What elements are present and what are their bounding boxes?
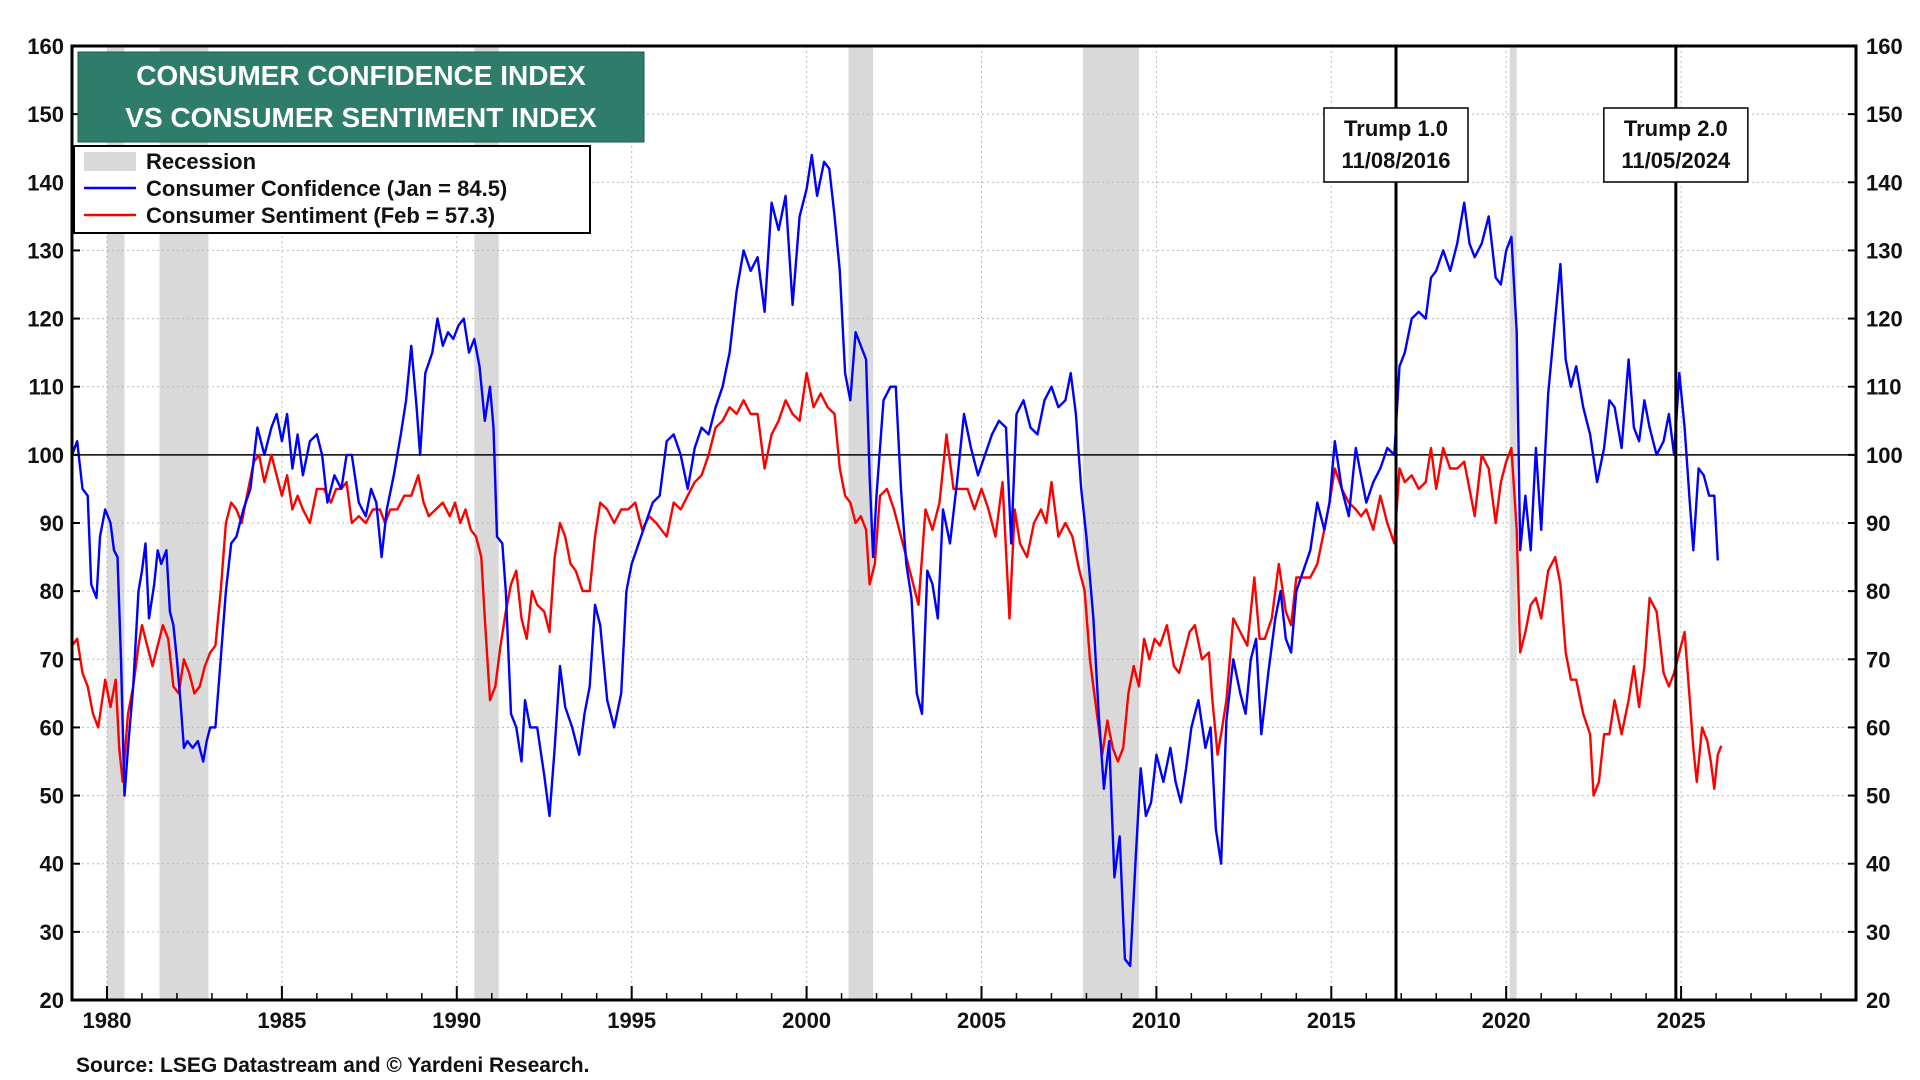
annotation-1-line-1: Trump 1.0 (1344, 116, 1448, 141)
y-tick-label-right-60: 60 (1866, 715, 1890, 740)
y-tick-label-right-130: 130 (1866, 238, 1903, 263)
y-tick-label-right-160: 160 (1866, 34, 1903, 59)
y-tick-label-left-20: 20 (40, 988, 64, 1013)
y-tick-label-right-90: 90 (1866, 511, 1890, 536)
y-tick-label-right-30: 30 (1866, 920, 1890, 945)
source-note: Source: LSEG Datastream and © Yardeni Re… (76, 1054, 589, 1077)
annotation-2-line-2: 11/05/2024 (1621, 148, 1731, 173)
annotation-box-2 (1603, 107, 1749, 183)
y-tick-label-right-20: 20 (1866, 988, 1890, 1013)
y-tick-label-left-100: 100 (27, 443, 64, 468)
legend: Recession Consumer Confidence (Jan = 84.… (73, 145, 591, 234)
y-tick-label-left-160: 160 (27, 34, 64, 59)
x-tick-label-1985: 1985 (257, 1008, 306, 1033)
y-tick-label-left-50: 50 (40, 784, 64, 809)
y-tick-label-right-50: 50 (1866, 784, 1890, 809)
x-axis: 1980 1985 1990 1995 2000 2005 2010 2015 2020 2025 (71, 986, 1857, 1033)
y-tick-label-right-70: 70 (1866, 647, 1890, 672)
y-tick-label-left-140: 140 (27, 170, 64, 195)
y-tick-label-right-150: 150 (1866, 102, 1903, 127)
y-tick-label-right-40: 40 (1866, 852, 1890, 877)
annotation-box-1 (1323, 107, 1469, 183)
y-tick-label-right-80: 80 (1866, 579, 1890, 604)
x-tick-label-1995: 1995 (607, 1008, 656, 1033)
consumer-confidence-line (70, 153, 1719, 968)
x-tick-label-2005: 2005 (957, 1008, 1006, 1033)
consumer-sentiment-line (71, 371, 1723, 797)
y-tick-label-left-80: 80 (40, 579, 64, 604)
y-tick-label-left-70: 70 (40, 647, 64, 672)
x-tick-label-2020: 2020 (1482, 1008, 1531, 1033)
legend-confidence-label: Consumer Confidence (Jan = 84.5) (146, 176, 507, 201)
y-tick-label-right-110: 110 (1866, 375, 1902, 400)
y-tick-label-left-110: 110 (29, 375, 65, 400)
x-tick-label-1980: 1980 (83, 1008, 132, 1033)
annotation-1-line-2: 11/08/2016 (1342, 148, 1451, 173)
y-axis-left: 20 30 40 50 60 70 80 90 100 110 120 130 140 150 160 (27, 34, 80, 1013)
trump-annotations: Trump 1.0 11/08/2016 Trump 2.0 11/05/2024 (1323, 46, 1749, 1000)
x-tick-label-2010: 2010 (1132, 1008, 1181, 1033)
y-tick-label-left-30: 30 (40, 920, 64, 945)
y-tick-label-left-130: 130 (27, 238, 64, 263)
y-tick-label-right-120: 120 (1866, 307, 1903, 332)
y-tick-label-left-90: 90 (40, 511, 64, 536)
recession-band-5 (1082, 46, 1139, 1000)
legend-recession-swatch (84, 152, 136, 171)
y-tick-label-left-120: 120 (27, 307, 64, 332)
x-tick-label-2000: 2000 (782, 1008, 831, 1033)
y-tick-label-right-140: 140 (1866, 170, 1903, 195)
series-lines (70, 153, 1723, 968)
chart-title-line-1: CONSUMER CONFIDENCE INDEX (136, 60, 586, 91)
y-tick-label-right-100: 100 (1866, 443, 1903, 468)
chart-title-line-2: VS CONSUMER SENTIMENT INDEX (125, 102, 597, 133)
y-axis-right: 20 30 40 50 60 70 80 90 100 110 120 130 140 150 160 (1848, 34, 1903, 1013)
annotation-2-line-1: Trump 2.0 (1624, 116, 1728, 141)
title-box (77, 51, 645, 143)
y-tick-label-left-150: 150 (27, 102, 64, 127)
y-tick-label-left-40: 40 (40, 852, 64, 877)
y-tick-label-left-60: 60 (40, 715, 64, 740)
x-tick-label-2025: 2025 (1657, 1008, 1706, 1033)
legend-sentiment-label: Consumer Sentiment (Feb = 57.3) (146, 203, 495, 228)
legend-box (73, 145, 591, 234)
x-tick-label-2015: 2015 (1307, 1008, 1356, 1033)
x-tick-label-1990: 1990 (432, 1008, 481, 1033)
legend-recession-label: Recession (146, 149, 256, 174)
